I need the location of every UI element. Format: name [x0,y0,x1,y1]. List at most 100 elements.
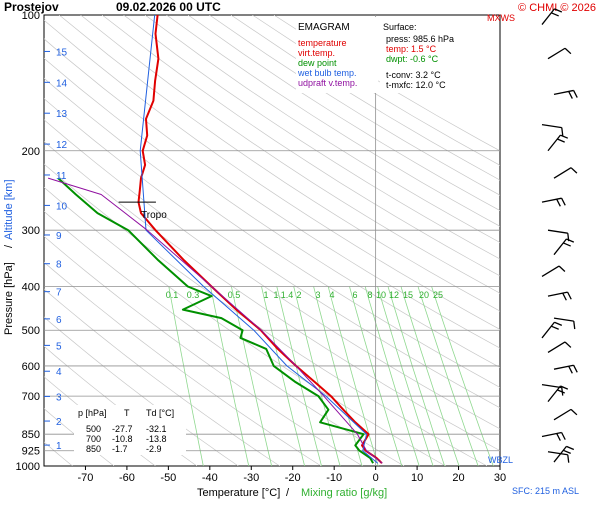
sfc-label: SFC: 215 m ASL [512,486,579,496]
surface-tconv: t-conv: 3.2 °C [386,70,441,80]
altitude-tick-label: 2 [56,417,62,428]
mxws-label: MXWS [487,13,515,23]
wind-barb-staff [542,198,562,202]
table-cell: -10.8 [112,434,133,444]
wind-barb-flag [569,366,573,373]
table-cell: 700 [86,434,101,444]
wind-barb-flag [565,48,571,53]
wind-barb-staff [554,365,574,369]
wind-barb-flag [565,342,571,347]
level-table: p [hPa] T Td [°C] 500 -27.7 -32.1 700 -1… [74,405,186,455]
wind-barb-flag [566,239,573,242]
wind-barb-flag [557,433,561,440]
wind-barbs [542,9,577,463]
wind-barb-staff [554,90,574,94]
wind-barb-staff [548,135,560,151]
mixing-ratio-label: 3 [315,290,320,300]
altitude-tick-label: 6 [56,315,62,326]
altitude-tick-label: 5 [56,341,62,352]
altitude-tick-label: 10 [56,201,68,212]
table-header: Td [°C] [146,408,174,418]
temperature-tick-label: -30 [243,472,259,484]
pressure-tick-label: 500 [22,325,40,337]
wind-barb-flag [571,409,577,414]
y-axis-title-altitude: Altitude [km] [3,179,15,240]
mixing-ratio-label: 1 [263,290,268,300]
wind-barb-flag [557,139,564,142]
table-header: p [hPa] [78,408,107,418]
table-cell: -1.7 [112,444,128,454]
wind-barb-flag [569,91,573,98]
wind-barb-flag [551,326,558,329]
temperature-tick-label: 10 [411,472,423,484]
legend-item: wet bulb temp. [297,68,357,78]
wind-barb-flag [562,432,566,439]
wind-barb-staff [548,230,568,233]
mixing-ratio-label: 20 [419,290,429,300]
table-cell: -2.9 [146,444,162,454]
wind-barb-staff [554,318,574,321]
table-cell: 850 [86,444,101,454]
legend-item: udpraft v.temp. [298,78,357,88]
sounding-date: 09.02.2026 00 UTC [116,0,221,14]
wind-barb-staff [548,452,568,455]
pressure-tick-label: 700 [22,391,40,403]
temperature-tick-label: -50 [160,472,176,484]
wind-barb-flag [562,128,563,136]
temperature-tick-label: 20 [452,472,464,484]
surface-tmxfc: t-mxfc: 12.0 °C [386,80,446,90]
mixing-ratio-label: 1.4 [281,290,294,300]
temperature-tick-label: -10 [326,472,342,484]
altitude-tick-label: 4 [56,367,62,378]
table-cell: -27.7 [112,424,133,434]
legend-item: dew point [298,58,337,68]
altitude-tick-label: 7 [56,288,62,299]
table-cell: -32.1 [146,424,167,434]
mixing-ratio-label: 6 [352,290,357,300]
wind-barb-flag [559,266,565,271]
wind-barb-flag [563,293,567,300]
table-cell: -13.8 [146,434,167,444]
altitude-tick-label: 12 [56,140,68,151]
wind-barb-flag [557,390,564,393]
pressure-tick-label: 1000 [16,461,40,473]
mixing-ratio-label: 0.3 [187,290,200,300]
wind-barb-staff [554,168,571,178]
pressure-tick-label: 100 [22,10,40,22]
temperature-tick-label: -20 [285,472,301,484]
surface-title: Surface: [383,22,417,32]
wind-barb-flag [562,198,566,205]
altitude-tick-label: 11 [56,171,67,182]
wbzl-label: WBZL [488,455,513,465]
wind-barb-flag [574,365,578,372]
wind-barb-staff [548,48,565,58]
surface-temp: temp: 1.5 °C [386,44,437,54]
pressure-tick-label: 400 [22,282,40,294]
mixing-ratio-label: 25 [433,290,443,300]
surface-dwpt: dwpt: -0.6 °C [386,54,439,64]
mixing-ratio-label: 15 [403,290,413,300]
mixing-ratio-label: 12 [389,290,399,300]
wind-barb-staff [548,292,568,296]
pressure-tick-label: 200 [22,146,40,158]
wind-barb-flag [554,322,561,325]
wind-barb-flag [568,292,572,299]
tropo-label: Tropo [141,210,167,221]
mixing-ratio-label: 8 [367,290,372,300]
temperature-tick-label: 30 [494,472,506,484]
wind-barb-flag [560,135,567,138]
x-axis-title-mix: Mixing ratio [g/kg] [301,487,387,499]
wind-barb-flag [571,168,577,173]
wind-barb-staff [542,432,562,436]
mixing-ratio-label: 2 [296,290,301,300]
wind-barb-staff [554,239,566,255]
x-axis-title-sep: / [286,487,290,499]
wind-barb-flag [563,450,570,453]
altitude-tick-label: 8 [56,260,62,271]
pressure-tick-label: 850 [22,429,40,441]
wind-barb-flag [574,90,578,97]
